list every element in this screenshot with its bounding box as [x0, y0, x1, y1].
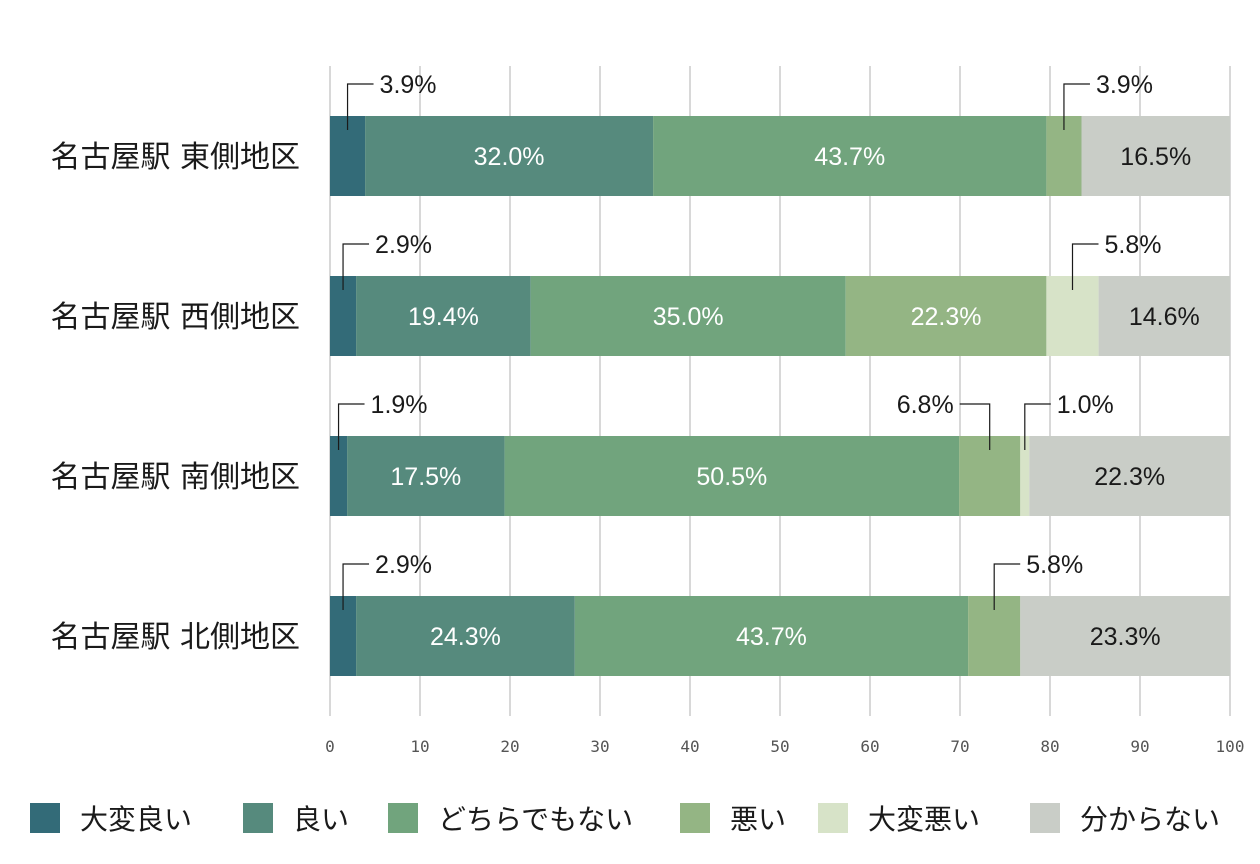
leader-line [1063, 83, 1090, 130]
bar-segment [365, 116, 654, 196]
legend-entry: 良い [293, 803, 349, 836]
legend-entry: 大変良い [80, 803, 192, 836]
data-label: 43.7% [736, 623, 807, 651]
leader-line [337, 403, 365, 450]
bar-segment [653, 116, 1047, 196]
bar-segment [845, 276, 1047, 356]
legend-swatch [30, 803, 60, 833]
value-labels: 3.9% 32.0% 43.7% 3.9% 16.5% 2.9% 19.4% 35.0% 22.… [337, 71, 1200, 651]
leader-line [993, 563, 1021, 610]
leader-line [959, 403, 991, 450]
data-label: 22.3% [1094, 463, 1165, 491]
legend-entry: 分からない [1080, 803, 1220, 836]
bar-segment [530, 276, 846, 356]
x-tick-label: 60 [860, 737, 879, 756]
data-label: 32.0% [474, 143, 545, 171]
data-label: 2.9% [375, 231, 432, 259]
x-tick-label: 70 [950, 737, 969, 756]
data-label: 5.8% [1026, 551, 1083, 579]
data-label: 17.5% [390, 463, 461, 491]
data-label: 23.3% [1090, 623, 1161, 651]
legend-swatch [388, 803, 418, 833]
data-label: 35.0% [653, 303, 724, 331]
data-label: 3.9% [380, 71, 437, 99]
bar-segment [1020, 596, 1230, 676]
x-tick-label: 40 [680, 737, 699, 756]
category-label: 名古屋駅 西側地区 [50, 300, 300, 335]
legend-swatch [680, 803, 710, 833]
data-label: 43.7% [814, 143, 885, 171]
legend-swatch [243, 803, 273, 833]
data-label: 24.3% [430, 623, 501, 651]
x-tick-label: 30 [590, 737, 609, 756]
data-label: 6.8% [897, 391, 954, 419]
x-tick-label: 20 [500, 737, 519, 756]
leader-line [342, 243, 370, 290]
bar-segment [356, 596, 575, 676]
x-tick-label: 50 [770, 737, 789, 756]
data-label: 14.6% [1129, 303, 1200, 331]
category-label: 名古屋駅 北側地区 [50, 620, 300, 655]
bar-segment [356, 276, 531, 356]
leader-line [1071, 243, 1099, 290]
data-label: 5.8% [1105, 231, 1162, 259]
data-label: 22.3% [911, 303, 982, 331]
bar-segment [504, 436, 960, 516]
category-label: 名古屋駅 南側地区 [50, 460, 300, 495]
x-tick-label: 100 [1216, 737, 1245, 756]
leader-line [1024, 403, 1051, 450]
data-label: 19.4% [408, 303, 479, 331]
bar-segment [1081, 116, 1230, 196]
legend-entry: 悪い [730, 803, 786, 836]
bars [330, 116, 1230, 676]
data-label: 1.0% [1057, 391, 1114, 419]
x-tick-label: 10 [410, 737, 429, 756]
x-tick-label: 80 [1040, 737, 1059, 756]
legend-swatch [1030, 803, 1060, 833]
data-label: 16.5% [1120, 143, 1191, 171]
data-label: 50.5% [696, 463, 767, 491]
data-label: 1.9% [371, 391, 428, 419]
x-tick-label: 0 [325, 737, 335, 756]
bar-segment [1020, 436, 1030, 516]
x-axis-ticks: 0 10 20 30 40 50 60 70 80 90 100 [325, 737, 1244, 756]
legend-entry: どちらでもない [438, 803, 633, 836]
category-label: 名古屋駅 東側地区 [50, 140, 300, 175]
data-label: 3.9% [1096, 71, 1153, 99]
leader-line [342, 563, 370, 610]
data-label: 2.9% [375, 551, 432, 579]
bar-segment [347, 436, 505, 516]
legend-entry: 大変悪い [868, 803, 980, 836]
x-tick-label: 90 [1130, 737, 1149, 756]
bar-segment [1098, 276, 1230, 356]
bar-segment [1029, 436, 1230, 516]
legend: 大変良い 良い どちらでもない 悪い 大変悪い 分からない [30, 803, 1220, 836]
legend-swatch [818, 803, 848, 833]
leader-line [346, 83, 374, 130]
bar-segment [330, 436, 348, 516]
bar-segment [574, 596, 969, 676]
